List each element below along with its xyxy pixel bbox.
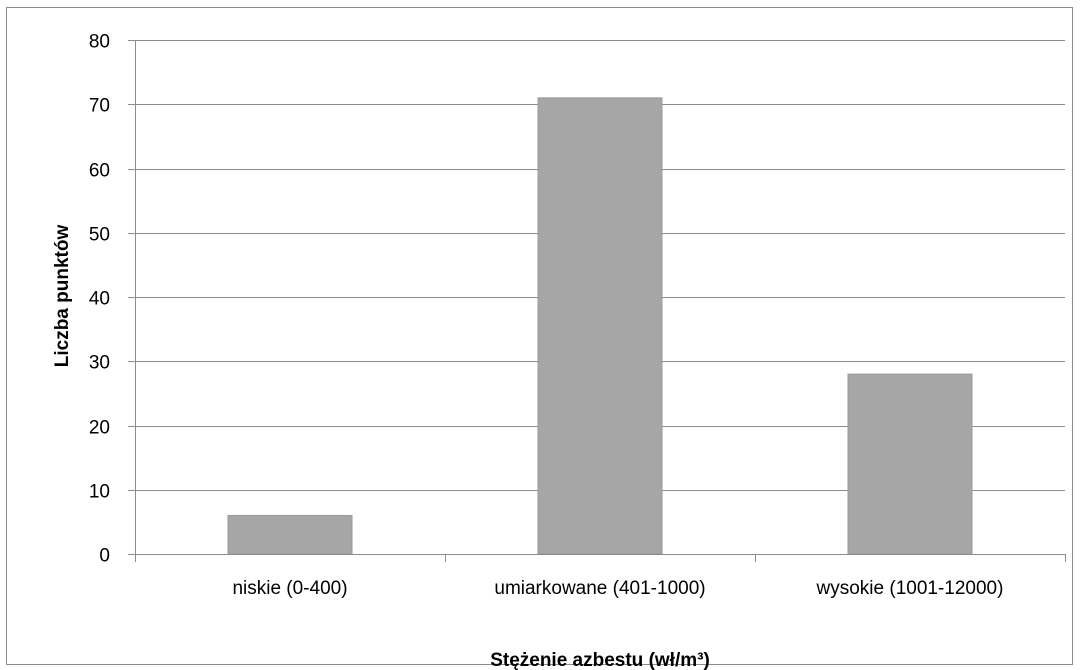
y-tick-labels: 0 10 20 30 40 50 60 70 80 (89, 32, 110, 567)
axes (128, 40, 1066, 562)
y-tick-label: 80 (89, 32, 110, 53)
y-tick-label: 30 (89, 353, 110, 374)
x-tick-label: umiarkowane (401-1000) (494, 578, 705, 599)
y-tick-label: 40 (89, 289, 110, 310)
y-tick-label: 70 (89, 96, 110, 117)
y-tick-label: 60 (89, 161, 110, 182)
bar (227, 514, 353, 555)
bars (227, 97, 973, 555)
y-tick-label: 50 (89, 225, 110, 246)
y-axis-title: Liczba punktów (52, 225, 73, 368)
y-tick-label: 10 (89, 482, 110, 503)
x-tick-label: niskie (0-400) (232, 578, 347, 599)
x-tick-label: wysokie (1001-12000) (816, 578, 1004, 599)
y-tick-label: 0 (99, 546, 110, 567)
bar (537, 97, 663, 555)
x-axis-title: Stężenie azbestu (wł/m³) (490, 650, 710, 670)
y-tick-label: 20 (89, 418, 110, 439)
bar (847, 373, 973, 555)
x-tick-labels: niskie (0-400) umiarkowane (401-1000) wyso… (232, 578, 1003, 599)
